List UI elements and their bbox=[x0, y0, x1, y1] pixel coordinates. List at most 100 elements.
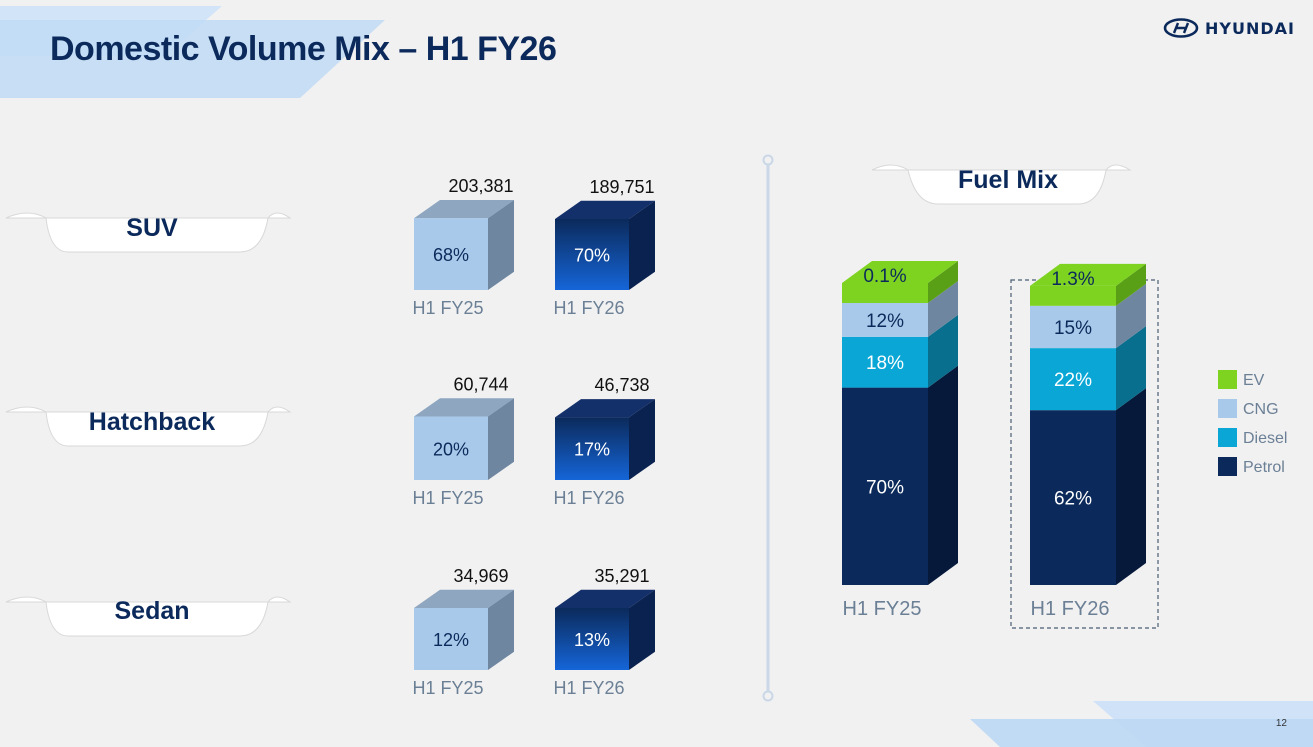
footer-banner bbox=[970, 701, 1313, 747]
fuel-seg-side-petrol bbox=[928, 365, 958, 585]
volume-cube-suv-fy25: 68% 203,381 H1 FY25 bbox=[412, 176, 514, 318]
category-label-sedan: Sedan bbox=[114, 597, 190, 625]
fuel-bar-h1-fy25: 70% 18% 12% 0.1% H1 FY25 bbox=[842, 261, 958, 620]
fuel-bar-h1-fy26: 62% 22% 15% 1.3% H1 FY26 bbox=[1030, 263, 1146, 620]
cube-volume-label: 189,751 bbox=[589, 177, 654, 197]
fuel-period-label: H1 FY26 bbox=[1031, 598, 1110, 620]
divider bbox=[762, 154, 774, 702]
legend-label-petrol: Petrol bbox=[1243, 459, 1285, 476]
volume-cube-hatchback-fy26: 17% 46,738 H1 FY26 bbox=[553, 375, 655, 508]
brand-name: HYUNDAI bbox=[1205, 18, 1295, 38]
legend-swatch-cng bbox=[1218, 399, 1237, 418]
category-label-suv: SUV bbox=[126, 214, 178, 242]
cube-top bbox=[555, 399, 655, 418]
cube-front bbox=[555, 417, 629, 480]
cube-front bbox=[555, 607, 629, 670]
cube-period-label: H1 FY26 bbox=[553, 298, 624, 318]
cube-top bbox=[555, 200, 655, 219]
fuel-seg-label: 12% bbox=[866, 311, 904, 332]
fuel-seg-diesel bbox=[842, 336, 928, 388]
fuel-seg-petrol bbox=[842, 387, 928, 585]
cube-period-label: H1 FY25 bbox=[412, 678, 483, 698]
legend-label-ev: EV bbox=[1243, 372, 1265, 389]
cube-side bbox=[488, 200, 514, 290]
tab-sedan bbox=[5, 596, 292, 637]
cube-top bbox=[414, 398, 514, 417]
volume-cube-suv-fy26: 70% 189,751 H1 FY26 bbox=[553, 177, 655, 318]
fuel-seg-label: 62% bbox=[1054, 489, 1092, 510]
fuel-seg-ev bbox=[842, 283, 928, 303]
fuel-seg-diesel bbox=[1030, 348, 1116, 411]
fuel-mix-chart: 70% 18% 12% 0.1% H1 FY25 62% 22% 15% 1.3% H1 FY26… bbox=[842, 261, 1287, 629]
cube-volume-label: 34,969 bbox=[453, 566, 508, 586]
fuel-bar-top bbox=[1030, 263, 1146, 286]
fuel-seg-label: 1.3% bbox=[1051, 269, 1094, 290]
fuel-seg-side-petrol bbox=[1116, 388, 1146, 585]
brand-logo: HYUNDAI bbox=[1163, 18, 1295, 38]
fuel-period-label: H1 FY25 bbox=[843, 598, 922, 620]
cube-top bbox=[414, 200, 514, 219]
cube-side bbox=[629, 399, 655, 480]
fuel-seg-label: 15% bbox=[1054, 318, 1092, 339]
category-tabs bbox=[5, 212, 292, 637]
cube-side bbox=[629, 200, 655, 290]
cube-share-label: 17% bbox=[574, 440, 610, 460]
fuel-seg-side-ev bbox=[1116, 263, 1146, 306]
cube-share-label: 20% bbox=[433, 439, 469, 459]
volume-cube-hatchback-fy25: 20% 60,744 H1 FY25 bbox=[412, 374, 514, 508]
fuel-seg-label: 0.1% bbox=[863, 266, 906, 287]
cube-volume-label: 46,738 bbox=[594, 375, 649, 395]
cube-side bbox=[629, 589, 655, 670]
cube-side bbox=[488, 398, 514, 480]
legend-swatch-ev bbox=[1218, 370, 1237, 389]
cube-period-label: H1 FY26 bbox=[553, 678, 624, 698]
fuel-seg-side-diesel bbox=[928, 314, 958, 388]
fuel-mix-tab bbox=[871, 164, 1132, 205]
cube-period-label: H1 FY25 bbox=[412, 488, 483, 508]
volume-cube-sedan-fy25: 12% 34,969 H1 FY25 bbox=[412, 566, 514, 698]
fuel-seg-side-diesel bbox=[1116, 326, 1146, 411]
fuel-bar-top bbox=[842, 261, 958, 283]
fuel-seg-side-cng bbox=[1116, 283, 1146, 349]
legend-label-diesel: Diesel bbox=[1243, 430, 1287, 447]
cube-top bbox=[414, 589, 514, 608]
cube-share-label: 12% bbox=[433, 630, 469, 650]
header-banner bbox=[0, 6, 385, 98]
cube-front bbox=[414, 218, 488, 290]
cube-front bbox=[555, 218, 629, 290]
hyundai-logo-icon bbox=[1163, 18, 1199, 38]
cube-volume-label: 60,744 bbox=[453, 374, 508, 394]
fuel-seg-label: 70% bbox=[866, 477, 904, 498]
legend-swatch-diesel bbox=[1218, 428, 1237, 447]
cube-share-label: 70% bbox=[574, 245, 610, 265]
fuel-mix-heading: Fuel Mix bbox=[957, 166, 1059, 194]
tab-suv bbox=[5, 212, 292, 253]
cube-front bbox=[414, 416, 488, 480]
fuel-seg-cng bbox=[1030, 305, 1116, 349]
fuel-seg-ev bbox=[1030, 285, 1116, 306]
cube-share-label: 68% bbox=[433, 245, 469, 265]
cube-volume-label: 35,291 bbox=[594, 566, 649, 586]
volume-mix-chart: 68% 203,381 H1 FY25 70% 189,751 H1 FY26 20% 60,… bbox=[412, 176, 655, 698]
cube-period-label: H1 FY25 bbox=[412, 298, 483, 318]
tab-hatchback bbox=[5, 406, 292, 447]
fuel-seg-side-cng bbox=[928, 281, 958, 337]
cube-period-label: H1 FY26 bbox=[553, 488, 624, 508]
fuel-seg-label: 22% bbox=[1054, 370, 1092, 391]
fuel-seg-cng bbox=[842, 303, 928, 337]
cube-front bbox=[414, 608, 488, 670]
cube-side bbox=[488, 589, 514, 670]
cube-top bbox=[555, 589, 655, 608]
category-label-hatchback: Hatchback bbox=[88, 408, 216, 436]
volume-cube-sedan-fy26: 13% 35,291 H1 FY26 bbox=[553, 566, 655, 698]
fuel-seg-label: 18% bbox=[866, 353, 904, 374]
page-number: 12 bbox=[1275, 718, 1287, 729]
fuel-seg-side-ev bbox=[928, 261, 958, 303]
fuel-legend: EV CNG Diesel Petrol bbox=[1218, 370, 1287, 476]
cube-volume-label: 203,381 bbox=[448, 176, 513, 196]
page-title: Domestic Volume Mix – H1 FY26 bbox=[50, 30, 557, 68]
cube-share-label: 13% bbox=[574, 630, 610, 650]
legend-swatch-petrol bbox=[1218, 457, 1237, 476]
legend-label-cng: CNG bbox=[1243, 401, 1279, 418]
